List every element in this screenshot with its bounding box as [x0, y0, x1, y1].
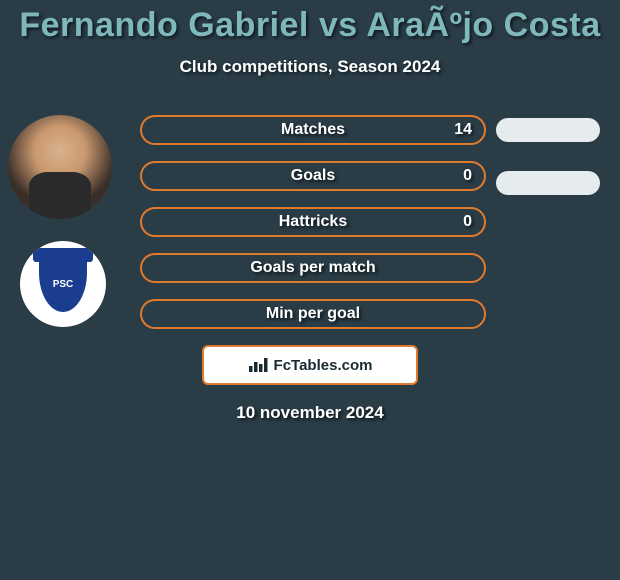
- page-subtitle: Club competitions, Season 2024: [0, 57, 620, 77]
- stat-bar: Goals 0: [140, 161, 486, 191]
- stat-bar: Matches 14: [140, 115, 486, 145]
- club-avatar: PSC: [20, 241, 106, 327]
- stats-area: PSC Matches 14 Goals 0: [6, 115, 614, 423]
- stat-value: 0: [463, 213, 472, 231]
- stat-label: Goals: [291, 167, 335, 185]
- page-title: Fernando Gabriel vs AraÃºjo Costa: [0, 6, 620, 45]
- club-shield-text: PSC: [53, 279, 74, 290]
- stat-bar: Hattricks 0: [140, 207, 486, 237]
- stat-label: Matches: [281, 121, 345, 139]
- club-shield-icon: PSC: [39, 256, 87, 312]
- stat-label: Min per goal: [266, 305, 360, 323]
- player-avatar: [8, 115, 112, 219]
- stat-value: 14: [454, 121, 472, 139]
- bar-chart-icon: [248, 357, 268, 373]
- comparison-pill: [496, 118, 600, 142]
- stat-row-goals: Goals 0: [140, 161, 486, 191]
- comparison-pill: [496, 171, 600, 195]
- stat-value: 0: [463, 167, 472, 185]
- stat-label: Goals per match: [250, 259, 375, 277]
- stat-bar: Goals per match: [140, 253, 486, 283]
- brand-box[interactable]: FcTables.com: [202, 345, 418, 385]
- stat-row-hattricks: Hattricks 0: [140, 207, 486, 237]
- stat-rows: Matches 14 Goals 0 Hattricks 0 Goals per…: [140, 115, 486, 329]
- stat-label: Hattricks: [279, 213, 347, 231]
- brand-text: FcTables.com: [274, 357, 373, 374]
- stat-row-min-per-goal: Min per goal: [140, 299, 486, 329]
- stat-bar: Min per goal: [140, 299, 486, 329]
- footer-date: 10 november 2024: [6, 403, 614, 423]
- stat-row-matches: Matches 14: [140, 115, 486, 145]
- stat-row-goals-per-match: Goals per match: [140, 253, 486, 283]
